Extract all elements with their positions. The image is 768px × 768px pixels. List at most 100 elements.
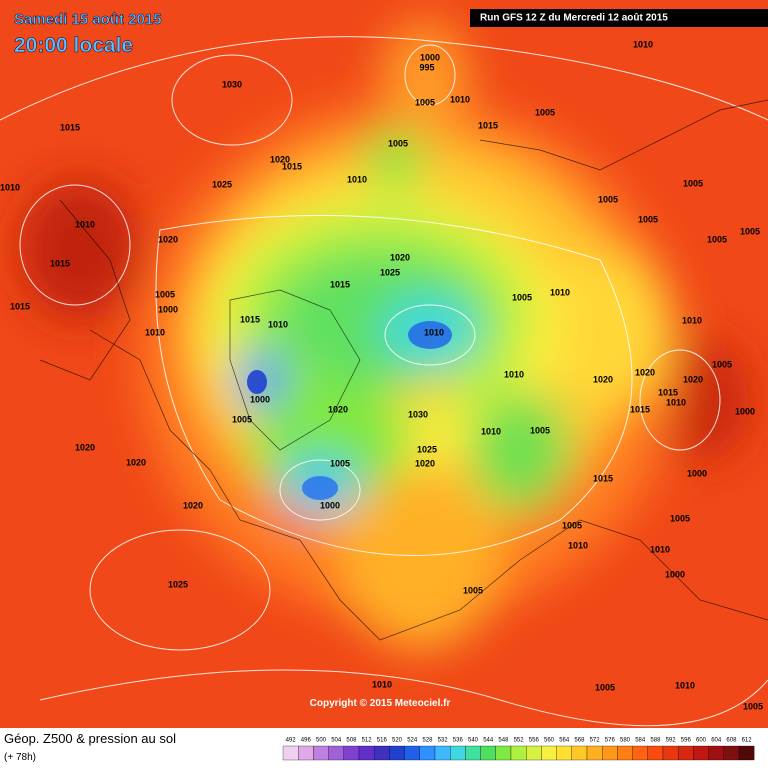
- scale-swatch: [586, 745, 603, 761]
- scale-swatch: [632, 745, 648, 761]
- scale-label: 524: [407, 738, 418, 744]
- scale-label: 580: [620, 738, 631, 744]
- scale-label: 504: [331, 738, 342, 744]
- isobar-label: 1010: [145, 327, 165, 337]
- isobar-label: 995: [419, 62, 434, 72]
- scale-swatch: [678, 745, 694, 761]
- scale-swatch: [282, 745, 299, 761]
- scale-swatch: [313, 745, 329, 761]
- scale-swatch: [298, 745, 314, 761]
- scale-label: 596: [681, 738, 692, 744]
- isobar-label: 1005: [595, 682, 615, 692]
- run-box: [470, 9, 768, 27]
- isobar-label: 1015: [282, 161, 302, 171]
- scale-label: 496: [301, 738, 312, 744]
- isobar-label: 1020: [328, 404, 348, 414]
- isobar-label: 1005: [683, 178, 703, 188]
- scale-swatch: [480, 745, 496, 761]
- scale-label: 508: [346, 738, 357, 744]
- scale-label: 584: [635, 738, 646, 744]
- scale-label: 612: [742, 738, 753, 744]
- isobar-label: 1010: [650, 544, 670, 554]
- isobar-label: 1005: [232, 414, 252, 424]
- scale-swatch: [389, 745, 405, 761]
- isobar-label: 1005: [463, 585, 483, 595]
- isobar-label: 1010: [0, 182, 20, 192]
- isobar-label: 1005: [743, 701, 763, 711]
- isobar-label: 1020: [635, 367, 655, 377]
- scale-label: 600: [696, 738, 707, 744]
- isobar-label: 1005: [155, 289, 175, 299]
- isobar-label: 1020: [390, 252, 410, 262]
- scale-swatch: [723, 745, 740, 761]
- date: Samedi 15 août 2015: [14, 11, 162, 28]
- isobar-label: 1025: [380, 267, 400, 277]
- isobar-label: 1005: [415, 97, 435, 107]
- scale-swatch: [541, 745, 557, 761]
- color-scale: 492 496 500 504 508 512 516 520 524 528 532 536 540 5…: [282, 738, 755, 761]
- isobar-label: 1010: [568, 540, 588, 550]
- scale-label: 560: [544, 738, 555, 744]
- map-field: [0, 0, 768, 728]
- isobar-label: 1010: [550, 287, 570, 297]
- isobar-label: 1010: [504, 369, 524, 379]
- scale-label: 548: [498, 738, 509, 744]
- isobar-label: 1005: [330, 458, 350, 468]
- scale-swatch: [510, 745, 527, 761]
- isobar-label: 1000: [320, 500, 340, 510]
- isobar-label: 1010: [372, 679, 392, 689]
- isobar-label: 1005: [530, 425, 550, 435]
- scale-swatch: [617, 745, 633, 761]
- scale-swatch: [358, 745, 375, 761]
- scale-label: 556: [529, 738, 540, 744]
- scale-swatch: [495, 745, 512, 761]
- isobar-label: 1000: [735, 406, 755, 416]
- scale-swatch: [434, 745, 451, 761]
- isobar-label: 1005: [512, 292, 532, 302]
- scale-label: 544: [483, 738, 494, 744]
- isobar-label: 1020: [415, 458, 435, 468]
- isobar-label: 1020: [270, 154, 290, 164]
- isobar-label: 1020: [683, 374, 703, 384]
- isobar-label: 1015: [630, 404, 650, 414]
- scale-label: 516: [377, 738, 388, 744]
- scale-label: 532: [438, 738, 449, 744]
- isobar-label: 1010: [675, 680, 695, 690]
- isobar-label: 1010: [450, 94, 470, 104]
- isobar-label: 1010: [666, 397, 686, 407]
- isobar-label: 1000: [250, 394, 270, 404]
- scale-label: 572: [590, 738, 601, 744]
- isobar-label: 1005: [707, 234, 727, 244]
- scale-swatch: [647, 745, 664, 761]
- isobar-label: 1005: [740, 226, 760, 236]
- scale-swatch: [328, 745, 344, 761]
- scale-label: 552: [514, 738, 525, 744]
- scale-swatch: [556, 745, 572, 761]
- scale-label: 512: [362, 738, 373, 744]
- isobar-label: 1020: [126, 457, 146, 467]
- isobar-label: 1015: [478, 120, 498, 130]
- scale-label: 500: [316, 738, 327, 744]
- isobar-label: 1005: [712, 359, 732, 369]
- footer-title: Géop. Z500 & pression au sol: [4, 731, 176, 746]
- scale-label: 528: [422, 738, 433, 744]
- footer-lead: (+ 78h): [4, 752, 36, 763]
- scale-label: 536: [453, 738, 464, 744]
- scale-swatch: [450, 745, 466, 761]
- scale-label: 608: [726, 738, 737, 744]
- scale-swatch: [693, 745, 709, 761]
- isobar-label: 1005: [638, 214, 658, 224]
- scale-label: 568: [574, 738, 585, 744]
- isobar-label: 1005: [562, 520, 582, 530]
- scale-label: 520: [392, 738, 403, 744]
- isobar-label: 1015: [50, 258, 70, 268]
- isobar-label: 1005: [388, 138, 408, 148]
- isobar-label: 1025: [168, 579, 188, 589]
- isobar-label: 1020: [593, 374, 613, 384]
- isobar-label: 1000: [420, 52, 440, 62]
- scale-swatch: [526, 745, 542, 761]
- scale-swatch: [374, 745, 390, 761]
- time: 20:00 locale: [14, 34, 133, 57]
- isobar-label: 1020: [158, 234, 178, 244]
- scale-swatch: [662, 745, 679, 761]
